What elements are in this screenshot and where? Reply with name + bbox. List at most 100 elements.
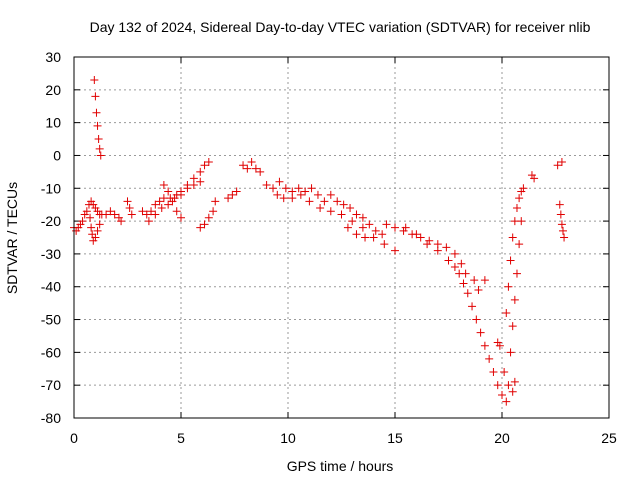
data-point	[196, 177, 205, 186]
data-point	[468, 302, 477, 311]
data-point	[337, 210, 346, 219]
data-point	[151, 210, 160, 219]
data-point	[412, 230, 421, 239]
data-point	[224, 194, 233, 203]
data-point	[463, 289, 472, 298]
data-point	[155, 197, 164, 206]
data-point	[243, 164, 252, 173]
data-point	[558, 226, 567, 235]
data-point	[493, 381, 502, 390]
data-point	[196, 167, 205, 176]
data-point	[365, 220, 374, 229]
y-tick-label: 20	[45, 82, 61, 98]
data-point	[423, 240, 432, 249]
data-point	[527, 171, 536, 180]
data-point	[172, 207, 181, 216]
data-point	[307, 184, 316, 193]
y-tick-label: -40	[41, 279, 61, 295]
y-axis-label: SDTVAR / TECUs	[4, 182, 20, 294]
data-point	[557, 220, 566, 229]
data-point	[442, 243, 451, 252]
data-point	[530, 174, 539, 183]
chart-title: Day 132 of 2024, Sidereal Day-to-day VTE…	[90, 19, 591, 35]
data-point	[142, 210, 151, 219]
x-tick-label: 20	[494, 430, 510, 446]
data-point	[96, 151, 105, 160]
plot-frame	[73, 56, 610, 419]
data-point	[91, 233, 100, 242]
data-point	[94, 135, 103, 144]
x-tick-label: 10	[280, 430, 296, 446]
data-point	[472, 315, 481, 324]
data-point	[144, 217, 153, 226]
data-point	[498, 391, 506, 400]
data-point	[450, 249, 459, 258]
data-point	[326, 207, 335, 216]
data-point	[95, 144, 104, 153]
data-point	[433, 246, 442, 255]
data-point	[515, 240, 524, 249]
data-point	[333, 197, 342, 206]
x-tick-label: 0	[70, 430, 78, 446]
data-point	[91, 203, 100, 212]
data-point	[189, 180, 198, 189]
data-point	[326, 190, 335, 199]
data-point	[281, 184, 290, 193]
y-tick-label: -60	[41, 344, 61, 360]
data-point	[553, 161, 562, 170]
y-tick-labels: 30 20 10 0 -10 -20 -30 -40 -50 -60 -70 -80	[41, 49, 61, 426]
data-point	[88, 230, 97, 239]
data-point	[168, 197, 177, 206]
data-point	[510, 377, 519, 386]
data-point	[508, 387, 517, 396]
data-point	[480, 341, 489, 350]
data-point	[147, 207, 156, 216]
data-point	[358, 213, 367, 222]
data-point	[247, 158, 256, 167]
data-point	[352, 210, 361, 219]
data-point	[262, 180, 271, 189]
data-point	[200, 161, 209, 170]
data-point	[450, 263, 459, 272]
data-point	[425, 236, 434, 245]
data-point	[251, 164, 260, 173]
x-tick-label: 15	[387, 430, 403, 446]
data-point	[159, 180, 168, 189]
y-tick-label: -10	[41, 180, 61, 196]
data-point	[273, 190, 282, 199]
data-point	[125, 203, 134, 212]
data-point	[239, 161, 248, 170]
data-point	[391, 246, 399, 255]
data-point	[506, 256, 515, 265]
tick-marks	[73, 56, 610, 419]
data-point	[517, 217, 526, 226]
data-point	[89, 236, 98, 245]
data-point	[164, 200, 173, 209]
data-point	[493, 338, 502, 347]
grid-lines	[74, 57, 609, 418]
data-point	[512, 269, 521, 278]
data-point	[80, 210, 89, 219]
data-point	[369, 233, 378, 242]
data-point	[204, 213, 213, 222]
data-point	[90, 75, 99, 84]
data-point	[556, 210, 565, 219]
data-point	[515, 194, 524, 203]
data-point	[489, 368, 498, 377]
data-point	[305, 197, 314, 206]
data-point	[391, 223, 399, 232]
data-point	[352, 230, 361, 239]
data-point	[416, 233, 425, 242]
data-point	[232, 187, 241, 196]
data-point	[269, 184, 278, 193]
y-tick-label: -30	[41, 246, 61, 262]
data-point	[288, 194, 297, 203]
data-point	[512, 203, 521, 212]
data-point	[87, 223, 96, 232]
data-point	[316, 203, 325, 212]
data-point	[508, 322, 517, 331]
data-point	[339, 200, 348, 209]
y-tick-label: -80	[41, 410, 61, 426]
data-point	[123, 197, 132, 206]
